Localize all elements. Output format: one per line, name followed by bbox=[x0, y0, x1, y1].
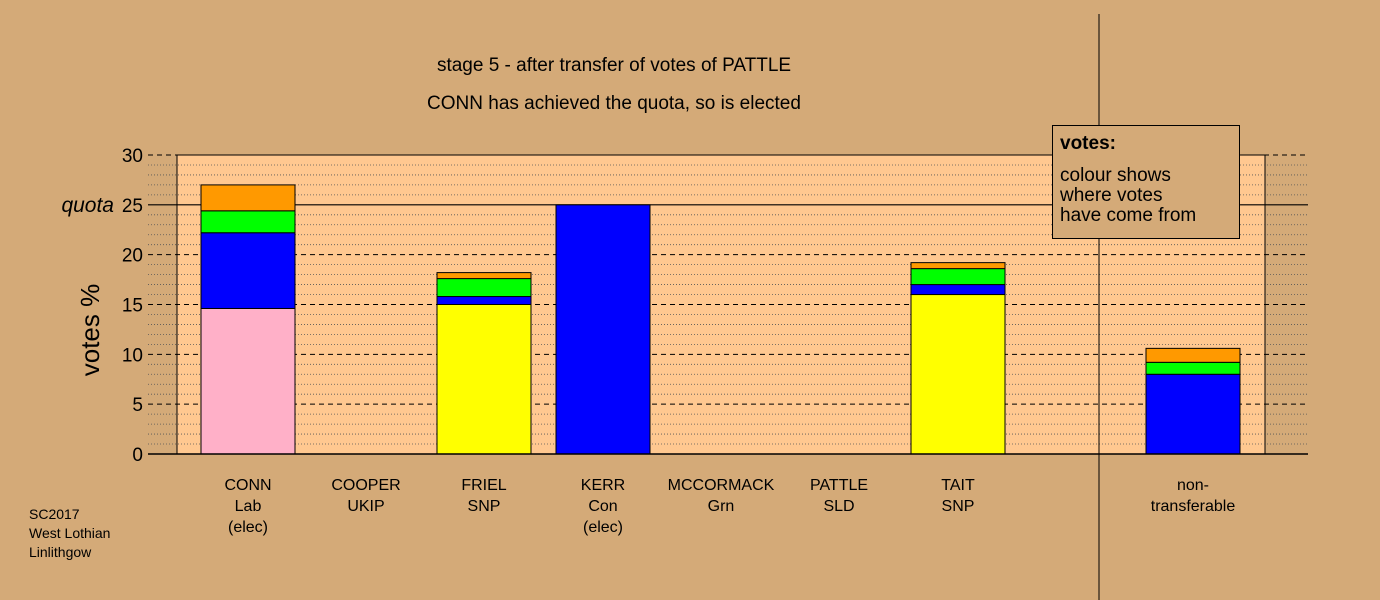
legend-box: votes: colour shows where votes have com… bbox=[1052, 125, 1240, 239]
bar-segment bbox=[436, 278, 532, 298]
x-tick-label: (elec) bbox=[228, 519, 268, 536]
axes bbox=[148, 14, 1308, 600]
y-tick-label: 5 bbox=[132, 395, 143, 416]
chart-title: stage 5 - after transfer of votes of PAT… bbox=[436, 55, 792, 76]
quota-label: quota bbox=[61, 194, 114, 217]
y-tick-label: 10 bbox=[122, 345, 143, 366]
legend-line: have come from bbox=[1060, 205, 1197, 226]
bar-segment bbox=[200, 184, 296, 212]
x-tick-label: KERR bbox=[581, 477, 625, 494]
source-line: West Lothian bbox=[29, 525, 111, 541]
y-tick-label: 25 bbox=[122, 196, 143, 217]
bar-segment bbox=[436, 272, 532, 280]
bar-segment bbox=[555, 204, 651, 455]
y-tick-label: 30 bbox=[122, 146, 143, 167]
x-tick-label: FRIEL bbox=[461, 477, 506, 494]
bar-segment bbox=[200, 210, 296, 234]
bar-segment bbox=[436, 296, 532, 306]
bar-segment bbox=[910, 284, 1006, 296]
x-tick-label: Grn bbox=[708, 498, 735, 515]
x-tick-label: (elec) bbox=[583, 519, 623, 536]
y-tick-label: 15 bbox=[122, 296, 143, 317]
x-tick-label: SLD bbox=[823, 498, 854, 515]
source-note: SC2017 West Lothian Linlithgow bbox=[29, 505, 110, 562]
bar-segment bbox=[200, 232, 296, 309]
x-tick-label: PATTLE bbox=[810, 477, 868, 494]
bar-segment bbox=[200, 307, 296, 455]
x-tick-label: MCCORMACK bbox=[668, 477, 775, 494]
legend-heading: votes: bbox=[1060, 133, 1116, 154]
bar-segment bbox=[436, 304, 532, 455]
bar-segment bbox=[910, 268, 1006, 286]
bar-segment bbox=[910, 262, 1006, 270]
legend-line: where votes bbox=[1060, 185, 1163, 206]
bar-segment bbox=[1145, 347, 1241, 363]
x-tick-label: non- bbox=[1177, 477, 1209, 494]
x-tick-label: CONN bbox=[224, 477, 271, 494]
bar-segment bbox=[910, 294, 1006, 455]
y-axis-label: votes % bbox=[75, 284, 105, 377]
bar-segment bbox=[1145, 373, 1241, 455]
bar-segment bbox=[1145, 361, 1241, 375]
x-tick-label: SNP bbox=[468, 498, 501, 515]
x-tick-label: SNP bbox=[942, 498, 975, 515]
chart-subtitle: CONN has achieved the quota, so is elect… bbox=[427, 93, 801, 114]
y-tick-label: 20 bbox=[122, 246, 143, 267]
x-tick-label: transferable bbox=[1151, 498, 1236, 515]
x-tick-label: Con bbox=[588, 498, 617, 515]
x-tick-label: Lab bbox=[235, 498, 262, 515]
source-line: Linlithgow bbox=[29, 544, 92, 560]
source-line: SC2017 bbox=[29, 506, 80, 522]
y-tick-label: 0 bbox=[132, 445, 143, 466]
bars bbox=[200, 184, 1241, 455]
x-tick-label: UKIP bbox=[347, 498, 384, 515]
x-tick-label: TAIT bbox=[941, 477, 975, 494]
legend-line: colour shows bbox=[1060, 165, 1171, 186]
x-tick-label: COOPER bbox=[331, 477, 400, 494]
